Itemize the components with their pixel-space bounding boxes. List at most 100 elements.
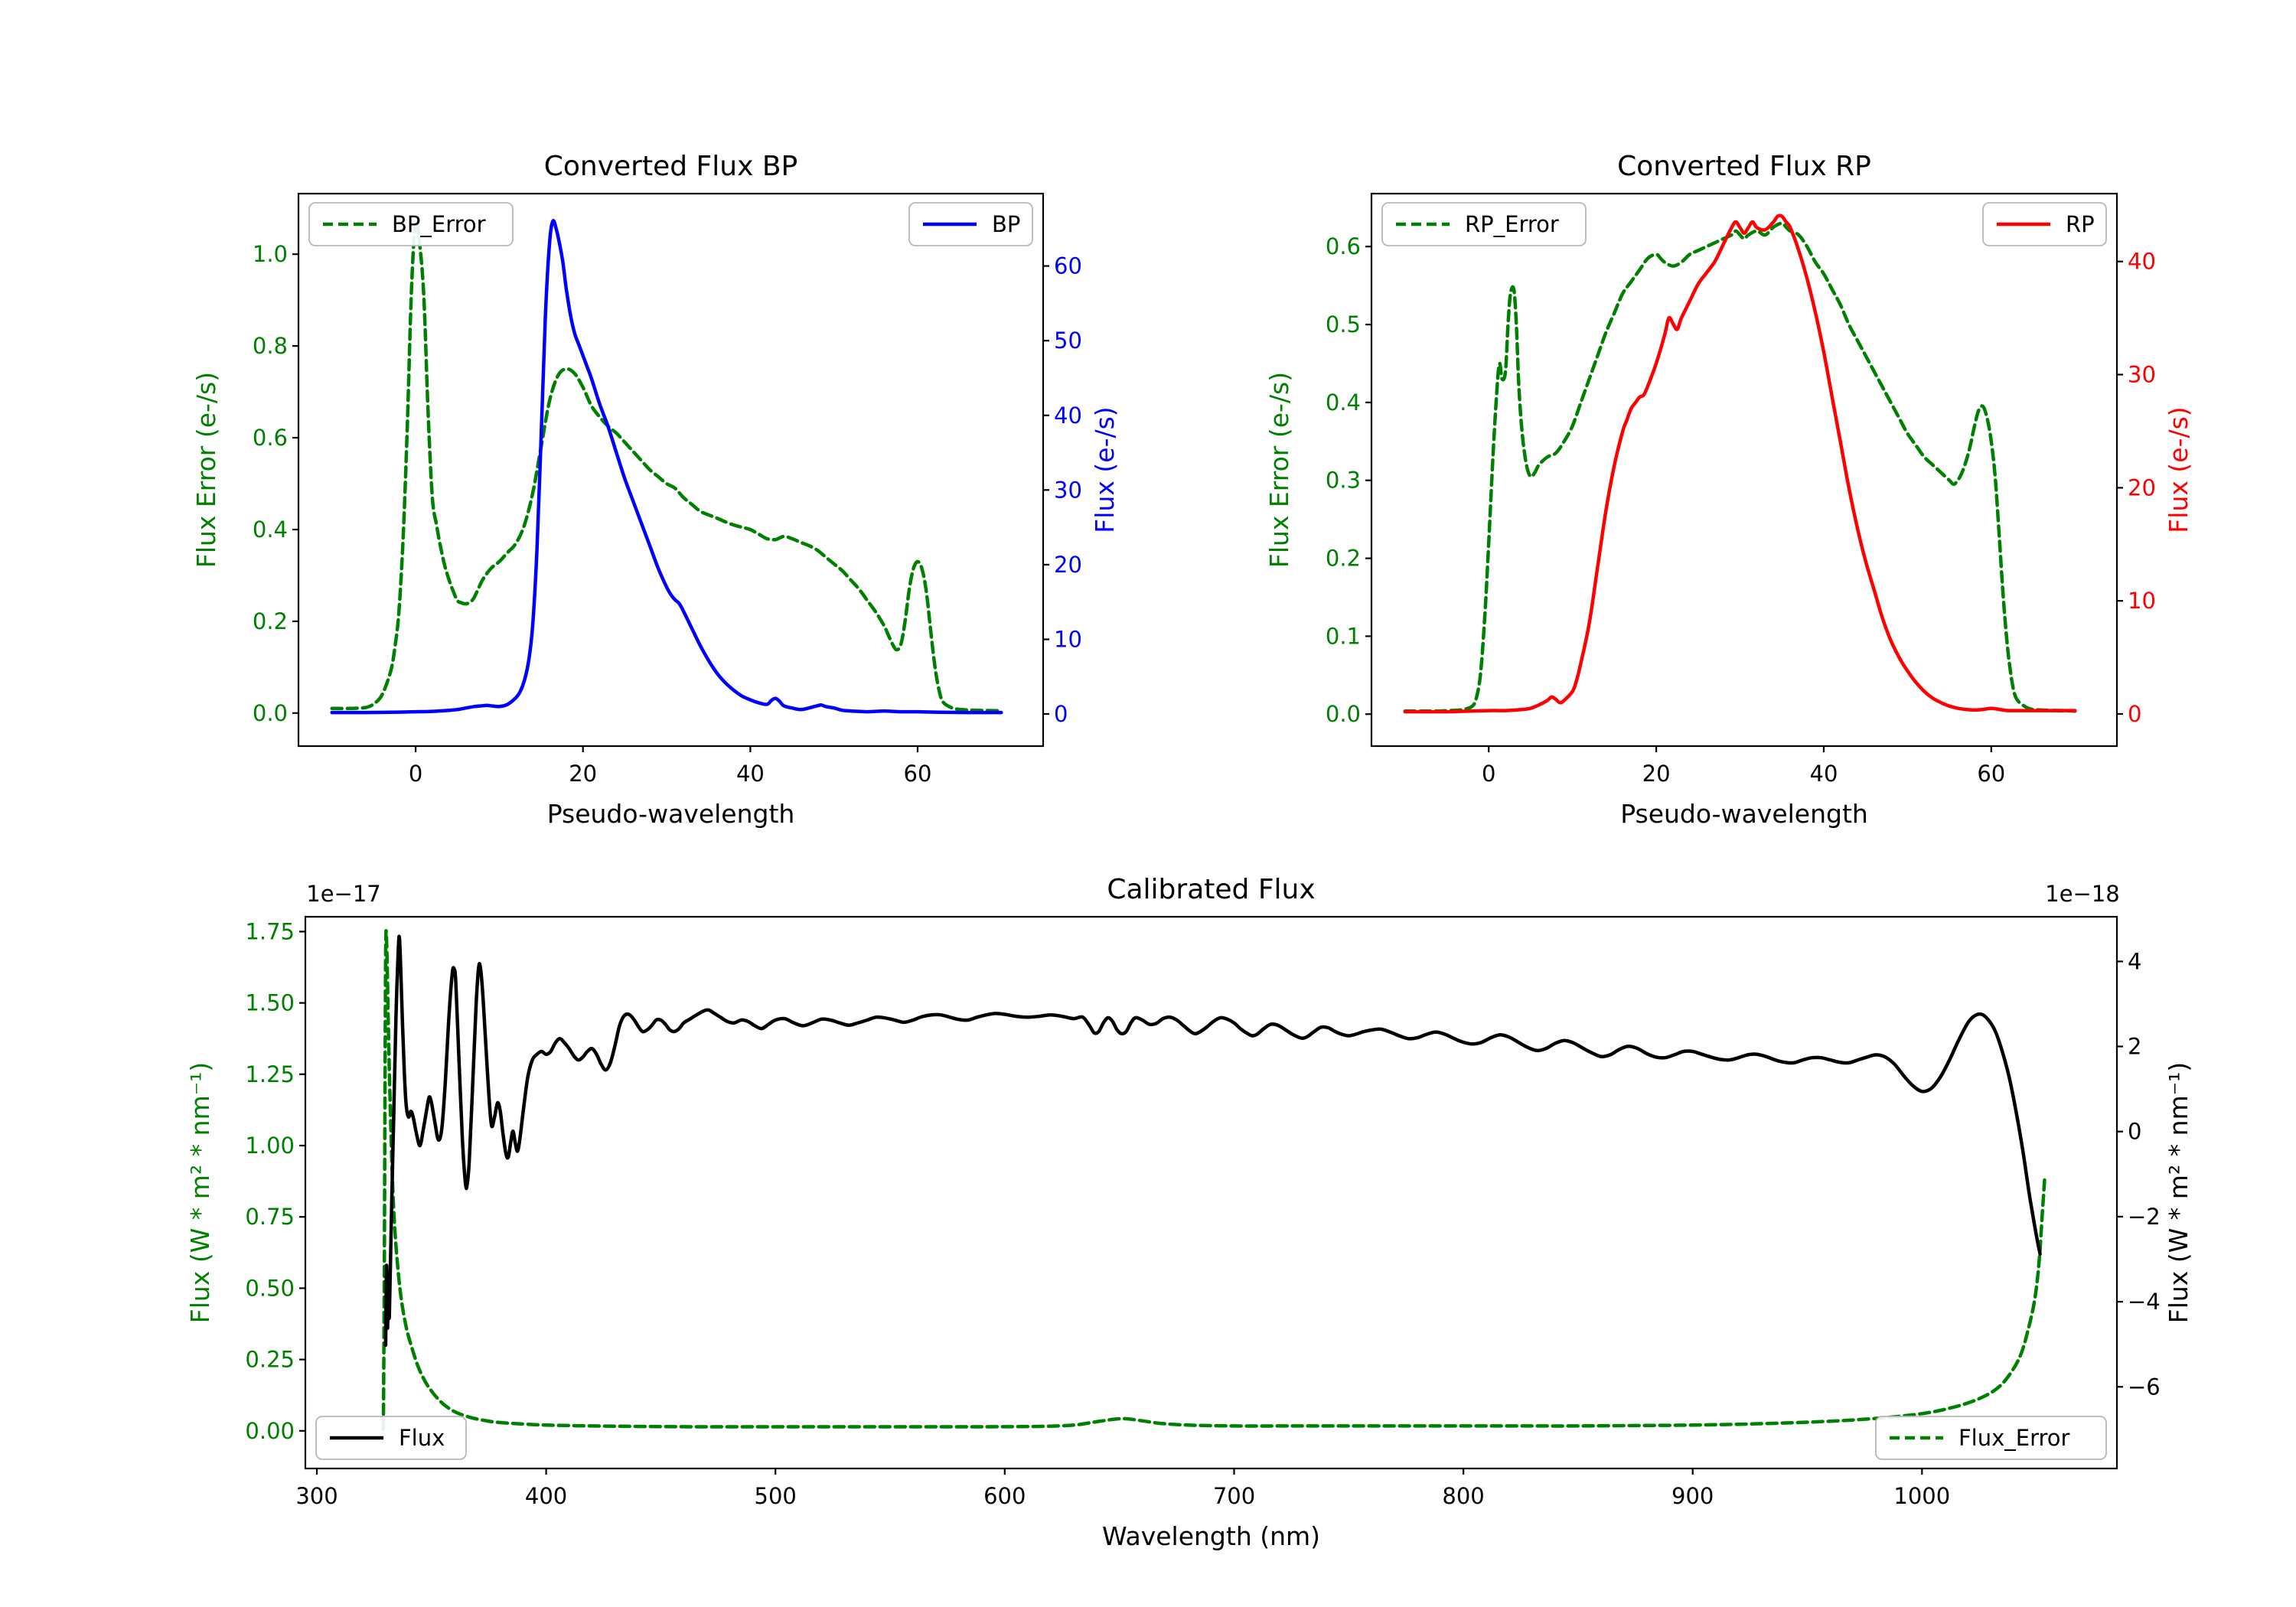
series-BP_Error-line: [330, 218, 1003, 713]
svg-text:0.1: 0.1: [1326, 623, 1361, 649]
plot-area: [1403, 214, 2077, 714]
svg-text:20: 20: [2128, 474, 2156, 500]
left-axis-offset-text: 1e−17: [306, 881, 381, 907]
right-y-axis-label: Flux (e-/s): [2164, 406, 2193, 533]
svg-text:−6: −6: [2128, 1374, 2161, 1400]
legend-BP: BP: [908, 202, 1033, 246]
right-axis-offset-text: 1e−18: [2045, 881, 2120, 907]
chart-converted-flux-bp: 0 20 40 60 Pseudo-wavelength 0.0 0.2 0.4 0.6 0.8 1…: [191, 151, 1120, 829]
series-RP_Error-line: [1403, 221, 2077, 713]
svg-text:1.0: 1.0: [253, 241, 288, 267]
axes-spines: [304, 915, 2118, 1470]
svg-text:0.6: 0.6: [253, 425, 288, 451]
chart-title: Calibrated Flux: [1107, 874, 1315, 905]
left-y-axis: 0.0 0.2 0.4 0.6 0.8 1.0 Flux Error (e-/s): [191, 241, 298, 726]
svg-text:50: 50: [1054, 328, 1082, 354]
left-y-axis: 0.00 0.25 0.50 0.75 1.00 1.25 1.50 1.75 Flux (W …: [185, 918, 305, 1444]
svg-text:800: 800: [1442, 1483, 1484, 1509]
svg-text:0.2: 0.2: [253, 608, 288, 634]
svg-text:−2: −2: [2128, 1204, 2161, 1230]
plot-area: [381, 929, 2047, 1432]
svg-text:20: 20: [1054, 552, 1082, 578]
legend-label: Flux: [399, 1425, 445, 1451]
axes-spines: [297, 192, 1045, 748]
svg-text:4: 4: [2128, 948, 2141, 974]
right-y-axis-label: Flux (W * m² * nm⁻¹): [2164, 1062, 2193, 1324]
svg-text:0: 0: [2128, 701, 2141, 727]
legend-label: Flux_Error: [1958, 1425, 2070, 1451]
svg-text:0: 0: [1054, 701, 1068, 727]
legend-label: BP: [992, 211, 1020, 237]
svg-text:900: 900: [1671, 1483, 1714, 1509]
svg-text:40: 40: [1054, 403, 1082, 429]
svg-text:0: 0: [1482, 761, 1495, 787]
series-BP-line: [330, 219, 1003, 715]
svg-text:0.00: 0.00: [245, 1418, 295, 1444]
chart-converted-flux-rp: 0 20 40 60Pseudo-wavelength0.00.10.20.30.40…: [1264, 151, 2193, 829]
plot-area: [330, 218, 1003, 715]
svg-text:700: 700: [1213, 1483, 1255, 1509]
svg-text:300: 300: [295, 1483, 338, 1509]
svg-text:0.75: 0.75: [245, 1204, 295, 1230]
svg-text:0.25: 0.25: [245, 1347, 295, 1373]
svg-text:60: 60: [904, 761, 932, 787]
svg-text:40: 40: [736, 761, 765, 787]
legend-RP_Error: RP_Error: [1381, 202, 1587, 246]
svg-text:500: 500: [755, 1483, 797, 1509]
svg-text:0.0: 0.0: [253, 700, 288, 726]
legend-RP: RP: [1982, 202, 2107, 246]
svg-text:600: 600: [983, 1483, 1026, 1509]
chart-title: Converted Flux BP: [544, 151, 797, 182]
svg-text:30: 30: [1054, 477, 1082, 503]
chart-title: Converted Flux RP: [1617, 151, 1871, 182]
right-y-axis: 0 10 20 30 40 Flux (e-/s): [2117, 249, 2193, 727]
legend-Flux_Error: Flux_Error: [1875, 1416, 2107, 1460]
series-Flux-line: [383, 934, 2042, 1348]
svg-text:40: 40: [2128, 249, 2156, 275]
left-y-axis-label: Flux (W * m² * nm⁻¹): [185, 1062, 215, 1324]
right-y-axis-label: Flux (e-/s): [1090, 406, 1120, 533]
svg-text:1.25: 1.25: [245, 1061, 295, 1087]
svg-text:0.0: 0.0: [1326, 701, 1361, 727]
chart-calibrated-flux: 300 400 500 600 700 800 900 1000 Wavelength (nm)…: [185, 874, 2193, 1551]
svg-text:1.75: 1.75: [245, 918, 295, 944]
svg-text:20: 20: [1642, 761, 1671, 787]
svg-text:1.50: 1.50: [245, 990, 295, 1016]
x-axis-label: Pseudo-wavelength: [1620, 799, 1868, 829]
svg-text:0.4: 0.4: [1326, 390, 1361, 416]
legend-label: RP_Error: [1465, 211, 1559, 237]
svg-text:10: 10: [1054, 627, 1082, 653]
svg-text:0.5: 0.5: [1326, 311, 1361, 337]
svg-text:0.2: 0.2: [1326, 546, 1361, 572]
series-RP-line: [1403, 214, 2077, 714]
axes-spines: [1370, 192, 2118, 748]
svg-text:0.4: 0.4: [253, 517, 288, 543]
svg-text:0.50: 0.50: [245, 1275, 295, 1301]
svg-text:10: 10: [2128, 588, 2156, 614]
legend-label: BP_Error: [392, 211, 486, 237]
svg-text:1.00: 1.00: [245, 1133, 295, 1159]
legend-label: RP: [2066, 211, 2095, 237]
svg-text:2: 2: [2128, 1034, 2141, 1060]
svg-text:60: 60: [1977, 761, 2005, 787]
x-axis-label: Wavelength (nm): [1102, 1521, 1320, 1551]
legend-Flux: Flux: [315, 1416, 467, 1460]
svg-text:−4: −4: [2128, 1289, 2161, 1315]
svg-text:60: 60: [1054, 253, 1082, 279]
x-axis: 0 20 40 60 Pseudo-wavelength: [409, 746, 932, 829]
x-axis: 0 20 40 60 Pseudo-wavelength: [1482, 746, 2005, 829]
svg-text:0: 0: [409, 761, 422, 787]
svg-text:0.6: 0.6: [1326, 233, 1361, 259]
left-y-axis: 0.0 0.1 0.2 0.3 0.4 0.5 0.6 Flux Error (e-/s): [1264, 233, 1371, 727]
svg-text:400: 400: [525, 1483, 567, 1509]
left-y-axis-label: Flux Error (e-/s): [1264, 372, 1294, 568]
legend-BP_Error: BP_Error: [308, 202, 514, 246]
svg-text:0: 0: [2128, 1119, 2141, 1145]
x-axis: 300 400 500 600 700 800 900 1000 Wavelength (nm): [295, 1468, 1950, 1551]
right-y-axis: 0 10 20 30 40 50 60 Flux (e-/s): [1043, 253, 1120, 727]
svg-text:20: 20: [569, 761, 597, 787]
svg-text:0.8: 0.8: [253, 333, 288, 359]
x-axis-label: Pseudo-wavelength: [547, 799, 795, 829]
